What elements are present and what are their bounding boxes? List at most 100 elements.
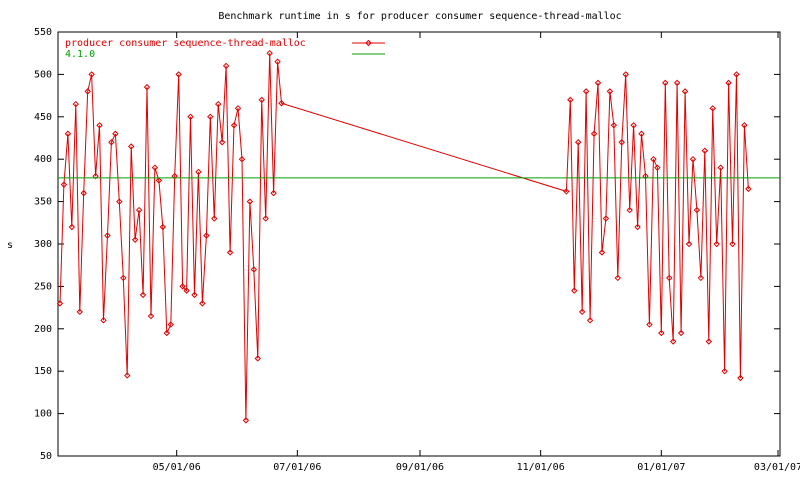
point-marker <box>697 274 705 282</box>
point-marker <box>131 236 139 243</box>
chart-title: Benchmark runtime in s for producer cons… <box>218 11 621 22</box>
point-marker <box>100 317 107 324</box>
point-marker <box>669 338 677 345</box>
point-marker <box>626 206 633 214</box>
point-marker <box>120 274 127 282</box>
point-marker <box>602 215 610 222</box>
point-marker <box>274 58 281 65</box>
point-marker <box>270 189 277 197</box>
point-marker <box>598 249 606 256</box>
point-marker <box>163 329 171 337</box>
point-marker <box>630 122 637 129</box>
point-marker <box>563 188 570 195</box>
point-marker <box>175 71 182 78</box>
point-marker <box>254 355 261 362</box>
point-marker <box>234 105 242 112</box>
x-tick-label: 07/01/06 <box>273 462 321 473</box>
point-marker <box>713 240 720 248</box>
point-marker <box>737 374 744 382</box>
y-tick-label: 300 <box>34 239 52 250</box>
point-marker <box>622 71 629 78</box>
point-marker <box>226 249 234 256</box>
point-marker <box>642 172 649 180</box>
point-marker <box>167 321 174 328</box>
point-marker <box>258 96 265 104</box>
point-marker <box>745 185 752 193</box>
point-marker <box>709 105 716 112</box>
point-marker <box>693 206 701 214</box>
point-marker <box>88 71 95 78</box>
point-marker <box>76 308 83 316</box>
point-marker <box>673 79 681 87</box>
point-marker <box>650 155 657 163</box>
x-tick-label: 01/01/07 <box>637 462 685 473</box>
point-marker <box>571 287 578 294</box>
point-marker <box>238 155 246 163</box>
point-marker <box>246 198 254 205</box>
plot-frame <box>57 31 781 457</box>
point-marker <box>108 139 115 146</box>
point-marker <box>705 338 712 345</box>
point-marker <box>278 100 285 107</box>
point-marker <box>207 113 214 121</box>
point-marker <box>582 88 590 95</box>
legend-marker <box>365 39 372 47</box>
y-tick-label: 350 <box>34 197 52 208</box>
point-marker <box>104 232 111 239</box>
legend-label: 4.1.0 <box>65 49 95 60</box>
point-marker <box>222 62 230 70</box>
point-marker <box>68 223 76 231</box>
point-marker <box>262 215 269 222</box>
x-tick-label: 09/01/06 <box>396 462 444 473</box>
point-marker <box>658 329 665 337</box>
point-marker <box>610 122 618 129</box>
point-marker <box>662 79 669 87</box>
point-marker <box>80 189 87 197</box>
point-marker <box>96 122 103 129</box>
point-marker <box>733 71 740 78</box>
point-marker <box>567 96 574 104</box>
point-marker <box>211 215 218 222</box>
point-marker <box>60 181 68 188</box>
point-marker <box>218 139 226 146</box>
point-marker <box>701 147 709 154</box>
y-tick-label: 100 <box>34 409 52 420</box>
point-marker <box>666 274 673 282</box>
point-marker <box>741 122 748 129</box>
y-tick-label: 150 <box>34 366 52 377</box>
y-tick-label: 450 <box>34 112 52 123</box>
y-tick-label: 400 <box>34 154 52 165</box>
x-tick-label: 05/01/06 <box>153 462 201 473</box>
point-marker <box>618 139 625 146</box>
y-axis-label: s <box>7 240 13 251</box>
point-marker <box>155 177 163 184</box>
point-marker <box>151 164 159 171</box>
point-marker <box>116 198 123 205</box>
point-marker <box>634 223 641 231</box>
point-marker <box>135 206 143 214</box>
point-marker <box>183 287 190 294</box>
point-marker <box>147 312 155 320</box>
point-marker <box>266 49 273 57</box>
point-marker <box>685 240 693 248</box>
point-marker <box>614 274 622 282</box>
point-marker <box>689 155 697 163</box>
point-marker <box>606 88 614 95</box>
x-tick-label: 03/01/07 <box>754 462 800 473</box>
x-tick-label: 11/01/06 <box>517 462 565 473</box>
point-marker <box>143 83 151 91</box>
point-marker <box>242 417 250 424</box>
point-marker <box>215 100 222 108</box>
point-marker <box>725 79 732 87</box>
point-marker <box>654 164 661 171</box>
point-marker <box>72 100 80 108</box>
y-tick-label: 50 <box>40 451 52 462</box>
point-marker <box>179 283 186 290</box>
point-marker <box>64 130 72 137</box>
point-marker <box>127 143 135 150</box>
point-marker <box>729 240 736 248</box>
point-marker <box>171 172 178 180</box>
point-marker <box>187 113 194 121</box>
point-marker <box>159 223 167 231</box>
